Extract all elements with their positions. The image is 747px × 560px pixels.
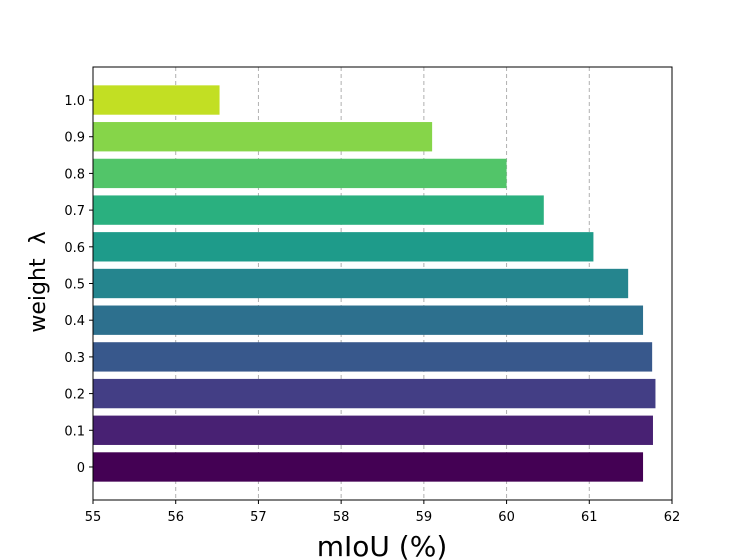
bar [93,415,653,445]
x-axis-ticks: 55 56 57 58 59 60 61 62 [85,500,681,525]
y-tick-label: 1.0 [64,94,85,109]
bars [93,85,656,482]
bar [93,158,507,189]
y-axis-label: weight λ [26,231,51,332]
bar [93,378,656,409]
x-tick-label: 59 [416,510,433,525]
bar [93,85,220,115]
y-tick-label: 0.6 [64,241,85,256]
y-tick-label: 0.2 [64,388,85,403]
y-tick-label: 0.7 [64,204,85,219]
bar [93,195,544,225]
bar [93,305,644,335]
y-tick-label: 0.9 [64,131,85,146]
bar [93,232,594,262]
y-axis-ticks: 0 0.1 0.2 0.3 0.4 0.5 0.6 0.7 0.8 0.9 1.0 [64,94,93,476]
x-tick-label: 56 [167,510,184,525]
x-tick-label: 62 [664,510,681,525]
y-tick-label: 0.4 [64,314,85,329]
x-tick-label: 61 [581,510,598,525]
y-tick-label: 0.8 [64,167,85,182]
x-axis-label: mIoU (%) [317,530,448,560]
x-tick-label: 60 [498,510,515,525]
y-tick-label: 0 [77,461,85,476]
x-tick-label: 55 [85,510,102,525]
x-tick-label: 58 [333,510,350,525]
bar [93,452,644,482]
bar [93,342,653,372]
y-tick-label: 0.3 [64,351,85,366]
y-tick-label: 0.5 [64,278,85,293]
y-tick-label: 0.1 [64,424,85,439]
bar [93,268,629,299]
bar [93,122,433,152]
x-tick-label: 57 [250,510,267,525]
